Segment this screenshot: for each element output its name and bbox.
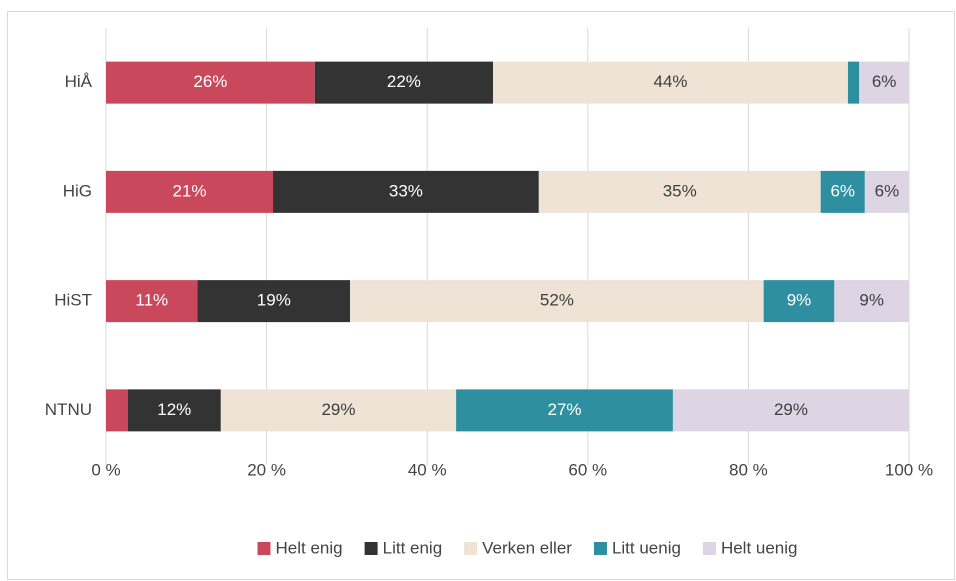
data-label: 19%	[257, 291, 291, 310]
x-tick-label: 80 %	[729, 460, 768, 479]
data-label: 22%	[387, 72, 421, 91]
legend-swatch	[593, 542, 607, 555]
legend-swatch	[702, 542, 716, 555]
data-label: 12%	[157, 400, 191, 419]
data-label: 6%	[875, 181, 900, 200]
data-label: 26%	[193, 72, 227, 91]
legend-swatch	[364, 542, 378, 555]
data-label: 11%	[135, 291, 168, 310]
bar-segment	[220, 389, 457, 432]
data-label: 35%	[663, 181, 697, 200]
data-label: 9%	[859, 291, 884, 310]
bar-segment	[820, 170, 865, 213]
y-tick-label: HiST	[54, 291, 92, 310]
legend-label: Litt uenig	[612, 538, 681, 557]
bar-segment	[127, 389, 221, 432]
data-label: 6%	[872, 72, 897, 91]
bar-segment	[763, 280, 835, 323]
bar-segment	[456, 389, 673, 432]
x-tick-label: 40 %	[408, 460, 447, 479]
y-tick-label: HiÅ	[65, 72, 93, 91]
data-label: 29%	[774, 400, 808, 419]
legend-label: Litt enig	[383, 538, 443, 557]
legend-label: Verken eller	[482, 538, 572, 557]
bar-segment	[864, 170, 909, 213]
y-tick-label: NTNU	[45, 400, 92, 419]
legend-label: Helt uenig	[721, 538, 798, 557]
bar-segment	[350, 280, 764, 323]
x-tick-label: 20 %	[247, 460, 286, 479]
data-label: 27%	[547, 400, 581, 419]
bar-segment	[106, 280, 198, 323]
data-label: 21%	[172, 181, 206, 200]
bar-segment	[106, 170, 274, 213]
bar-segment	[106, 389, 128, 432]
bar-segment	[314, 61, 494, 104]
data-label: 33%	[389, 181, 423, 200]
data-label: 52%	[540, 291, 574, 310]
bar-segment	[493, 61, 848, 104]
y-tick-label: HiG	[63, 181, 92, 200]
data-label: 6%	[830, 181, 855, 200]
bar-segment	[859, 61, 909, 104]
legend-swatch	[257, 542, 271, 555]
bar-segment	[106, 61, 315, 104]
data-label: 44%	[653, 72, 687, 91]
legend-swatch	[464, 542, 478, 555]
bar-segment	[847, 61, 860, 104]
bar-segment	[197, 280, 351, 323]
bar-segment	[834, 280, 909, 323]
bar-segment	[273, 170, 539, 213]
legend-label: Helt enig	[276, 538, 343, 557]
x-tick-label: 60 %	[568, 460, 607, 479]
data-label: 9%	[787, 291, 812, 310]
data-label: 29%	[321, 400, 355, 419]
bar-segment	[538, 170, 821, 213]
bar-segment	[672, 389, 909, 432]
x-tick-label: 100 %	[885, 460, 933, 479]
x-tick-label: 0 %	[91, 460, 120, 479]
